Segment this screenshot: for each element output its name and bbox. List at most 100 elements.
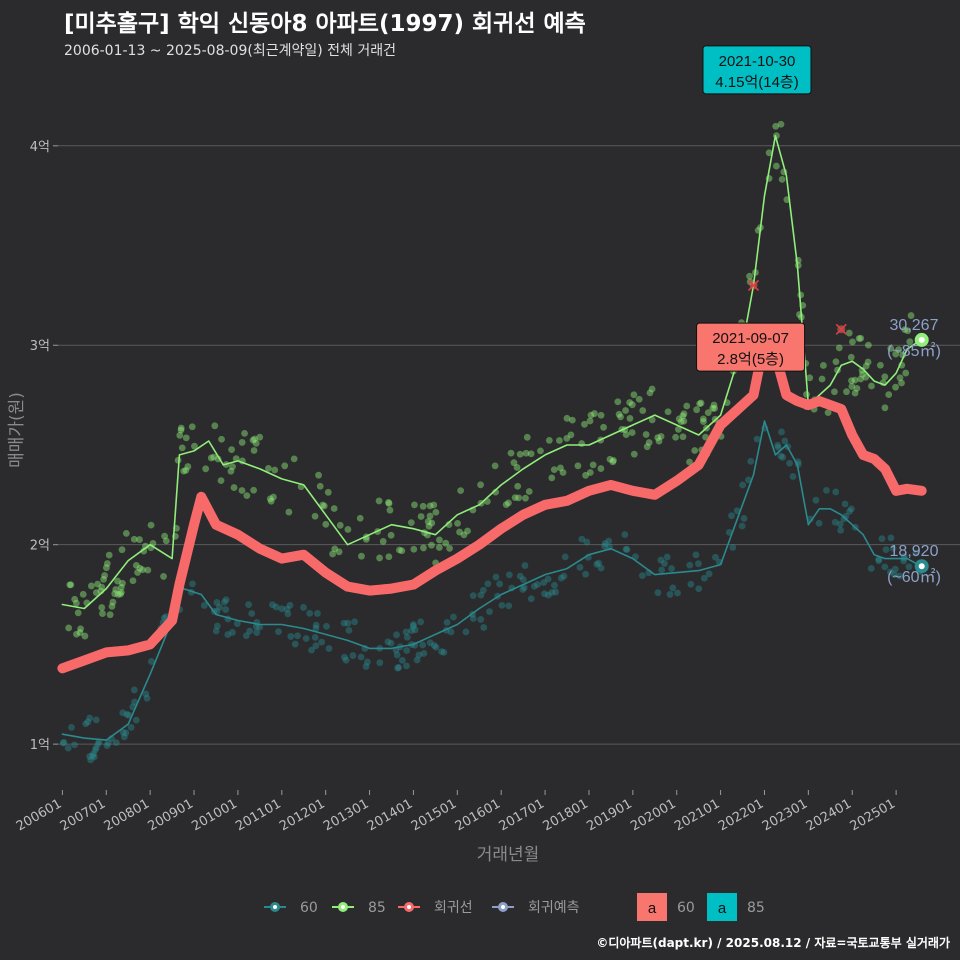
scatter-point-85 (211, 422, 219, 430)
scatter-point-60 (519, 586, 527, 593)
annotation-box (696, 322, 806, 372)
scatter-point-85 (679, 433, 687, 441)
scatter-point-85 (74, 609, 82, 617)
scatter-point-85 (139, 566, 146, 574)
scatter-point-60 (314, 610, 321, 617)
scatter-point-85 (628, 429, 636, 436)
scatter-point-60 (841, 500, 849, 508)
scatter-point-85 (622, 431, 630, 438)
scatter-point-60 (779, 453, 787, 461)
scatter-point-85 (843, 388, 850, 396)
scatter-point-85 (777, 120, 785, 128)
scatter-point-85 (111, 590, 119, 598)
scatter-point-85 (525, 488, 533, 495)
scatter-point-85 (407, 519, 415, 527)
scatter-point-85 (677, 418, 685, 426)
scatter-point-85 (522, 494, 529, 502)
scatter-point-85 (77, 625, 84, 633)
scatter-point-60 (248, 610, 256, 617)
y-tick-label: 4억 (30, 140, 50, 155)
x-tick-label: 202101 (672, 796, 722, 834)
scatter-point-60 (657, 556, 665, 564)
scatter-point-85 (522, 449, 530, 457)
scatter-point-85 (129, 577, 137, 585)
legend-label: 85 (368, 900, 386, 916)
scatter-point-85 (606, 455, 614, 463)
scatter-point-60 (86, 714, 94, 722)
scatter-point-85 (331, 545, 339, 553)
scatter-point-85 (515, 494, 523, 502)
scatter-point-60 (560, 572, 568, 580)
scatter-point-85 (655, 437, 663, 445)
scatter-point-85 (73, 630, 80, 638)
scatter-point-60 (286, 601, 294, 609)
scatter-point-60 (621, 531, 629, 539)
scatter-point-85 (324, 488, 332, 496)
scatter-point-85 (243, 492, 251, 499)
scatter-point-60 (68, 724, 75, 731)
scatter-point-60 (480, 624, 488, 631)
x-tick-label: 201701 (497, 796, 547, 834)
scatter-point-85 (622, 407, 629, 414)
scatter-point-85 (184, 463, 192, 470)
x-tick-label: 201401 (365, 796, 415, 834)
scatter-point-60 (82, 720, 90, 728)
scatter-point-85 (319, 501, 326, 509)
scatter-point-60 (408, 627, 415, 635)
scatter-point-60 (216, 603, 223, 611)
scatter-point-85 (134, 569, 141, 576)
scatter-point-60 (846, 507, 853, 515)
scatter-point-60 (148, 658, 155, 665)
annotation-0: 2021-10-30 4.15억(14층) (702, 45, 812, 95)
scatter-point-85 (895, 346, 903, 354)
scatter-point-85 (803, 390, 810, 398)
scatter-point-60 (403, 662, 410, 670)
scatter-point-60 (312, 621, 320, 629)
scatter-point-85 (537, 447, 544, 455)
scatter-point-60 (789, 473, 797, 480)
scatter-point-60 (786, 459, 793, 467)
scatter-point-85 (818, 375, 826, 383)
scatter-point-85 (797, 291, 805, 299)
scatter-point-85 (772, 122, 780, 130)
scatter-point-60 (415, 651, 423, 659)
scatter-point-85 (523, 433, 531, 441)
annotation-date: 2021-09-07 (712, 330, 789, 347)
scatter-point-85 (144, 566, 152, 574)
scatter-point-60 (530, 582, 538, 590)
scatter-point-60 (351, 618, 358, 626)
scatter-point-60 (477, 616, 485, 623)
scatter-point-60 (306, 609, 314, 617)
scatter-point-60 (837, 526, 845, 534)
scatter-point-60 (212, 627, 220, 635)
x-tick-label: 201301 (321, 796, 371, 834)
scatter-point-85 (464, 527, 471, 535)
scatter-point-60 (498, 601, 506, 609)
scatter-point-85 (559, 469, 567, 476)
scatter-point-60 (815, 519, 823, 527)
x-tick-label: 200901 (146, 796, 196, 834)
scatter-point-85 (648, 385, 656, 393)
scatter-point-85 (693, 406, 701, 414)
scatter-point-85 (182, 434, 190, 442)
scatter-point-60 (104, 739, 112, 747)
scatter-point-85 (617, 413, 624, 421)
series-lines (57, 135, 927, 741)
scatter-point-85 (591, 410, 598, 417)
scatter-point-85 (207, 454, 215, 462)
scatter-point-60 (300, 604, 307, 611)
scatter-point-85 (385, 499, 392, 506)
scatter-point-85 (230, 484, 238, 491)
scatter-point-60 (654, 589, 662, 597)
end-point-center (918, 563, 925, 570)
scatter-point-60 (131, 698, 138, 706)
scatter-point-60 (551, 581, 558, 589)
scatter-point-60 (836, 520, 844, 528)
scatter-point-85 (428, 519, 436, 527)
scatter-point-85 (162, 537, 170, 545)
scatter-point-85 (626, 415, 634, 422)
scatter-point-85 (100, 575, 108, 583)
scatter-point-60 (905, 563, 913, 571)
scatter-point-85 (316, 482, 324, 490)
y-tick-labels: 1억 2억 3억 4억 (30, 140, 58, 753)
